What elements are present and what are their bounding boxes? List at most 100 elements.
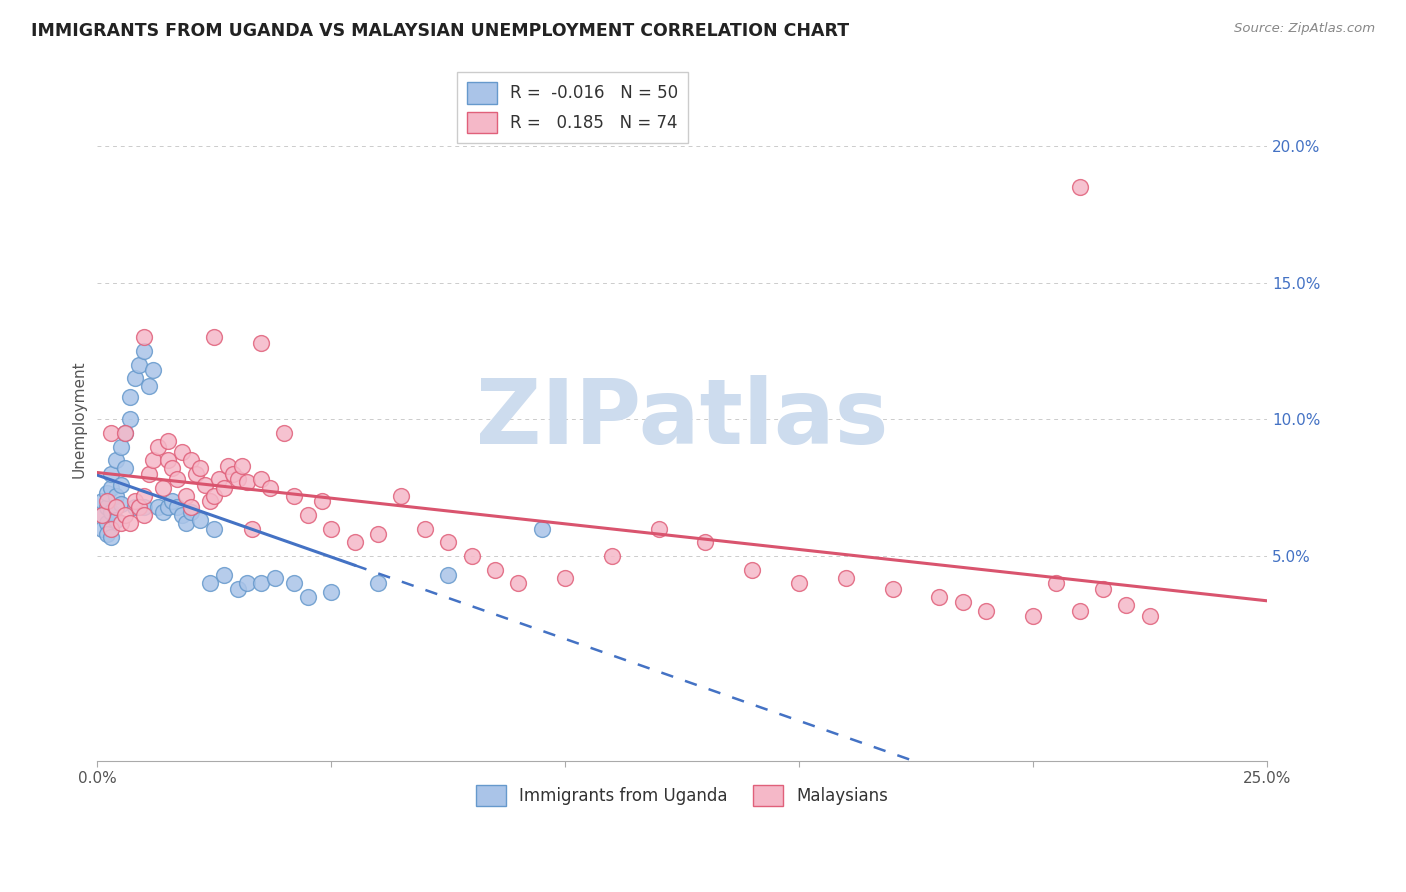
Point [198, 494, 221, 508]
Point [114, 508, 136, 522]
Point [152, 505, 174, 519]
Point [100, 425, 122, 440]
Point [188, 461, 211, 475]
Point [134, 330, 156, 344]
Point [166, 472, 188, 486]
Point [134, 500, 156, 514]
Point [114, 461, 136, 475]
Point [105, 513, 128, 527]
Point [226, 582, 249, 596]
Y-axis label: Unemployment: Unemployment [72, 360, 86, 478]
Point [128, 358, 150, 372]
Point [156, 453, 179, 467]
Point [146, 440, 169, 454]
Point [259, 481, 281, 495]
Point [170, 508, 193, 522]
Point [1069, 179, 1091, 194]
Text: IMMIGRANTS FROM UGANDA VS MALAYSIAN UNEMPLOYMENT CORRELATION CHART: IMMIGRANTS FROM UGANDA VS MALAYSIAN UNEM… [31, 22, 849, 40]
Point [1069, 604, 1091, 618]
Point [202, 522, 225, 536]
Point [91, 522, 114, 536]
Legend: Immigrants from Uganda, Malaysians: Immigrants from Uganda, Malaysians [468, 776, 897, 814]
Point [437, 568, 460, 582]
Point [120, 516, 142, 531]
Point [124, 371, 146, 385]
Point [110, 478, 132, 492]
Point [110, 516, 132, 531]
Point [1139, 609, 1161, 624]
Point [264, 571, 287, 585]
Point [174, 516, 197, 531]
Point [231, 458, 253, 473]
Point [882, 582, 904, 596]
Point [180, 500, 202, 514]
Point [96, 527, 118, 541]
Point [134, 489, 156, 503]
Point [138, 379, 160, 393]
Point [96, 500, 118, 514]
Point [321, 584, 343, 599]
Point [114, 425, 136, 440]
Point [170, 445, 193, 459]
Point [124, 500, 146, 514]
Point [530, 522, 553, 536]
Point [156, 500, 179, 514]
Point [110, 440, 132, 454]
Point [114, 425, 136, 440]
Point [128, 500, 150, 514]
Point [188, 513, 211, 527]
Point [100, 481, 122, 495]
Point [413, 522, 436, 536]
Point [695, 535, 717, 549]
Point [928, 590, 950, 604]
Point [110, 497, 132, 511]
Point [1045, 576, 1067, 591]
Point [184, 467, 207, 481]
Point [741, 563, 763, 577]
Point [484, 563, 506, 577]
Point [105, 489, 128, 503]
Point [100, 522, 122, 536]
Point [283, 576, 305, 591]
Point [367, 576, 389, 591]
Point [226, 472, 249, 486]
Point [1092, 582, 1115, 596]
Point [1115, 598, 1137, 612]
Point [835, 571, 858, 585]
Point [96, 494, 118, 508]
Point [554, 571, 576, 585]
Point [180, 505, 202, 519]
Point [156, 434, 179, 449]
Point [321, 522, 343, 536]
Point [208, 472, 231, 486]
Point [367, 527, 389, 541]
Point [212, 568, 235, 582]
Point [240, 522, 263, 536]
Point [647, 522, 669, 536]
Point [343, 535, 366, 549]
Point [100, 530, 122, 544]
Point [100, 505, 122, 519]
Point [974, 604, 997, 618]
Point [250, 335, 273, 350]
Point [91, 508, 114, 522]
Point [174, 489, 197, 503]
Point [142, 453, 165, 467]
Point [437, 535, 460, 549]
Point [787, 576, 810, 591]
Text: ZIPatlas: ZIPatlas [475, 376, 889, 463]
Point [180, 453, 202, 467]
Point [311, 494, 333, 508]
Point [952, 595, 974, 609]
Point [166, 500, 188, 514]
Point [460, 549, 482, 563]
Point [96, 516, 118, 531]
Point [96, 486, 118, 500]
Point [198, 576, 221, 591]
Point [91, 508, 114, 522]
Point [297, 590, 319, 604]
Point [202, 489, 225, 503]
Point [160, 461, 183, 475]
Point [146, 500, 169, 514]
Point [202, 330, 225, 344]
